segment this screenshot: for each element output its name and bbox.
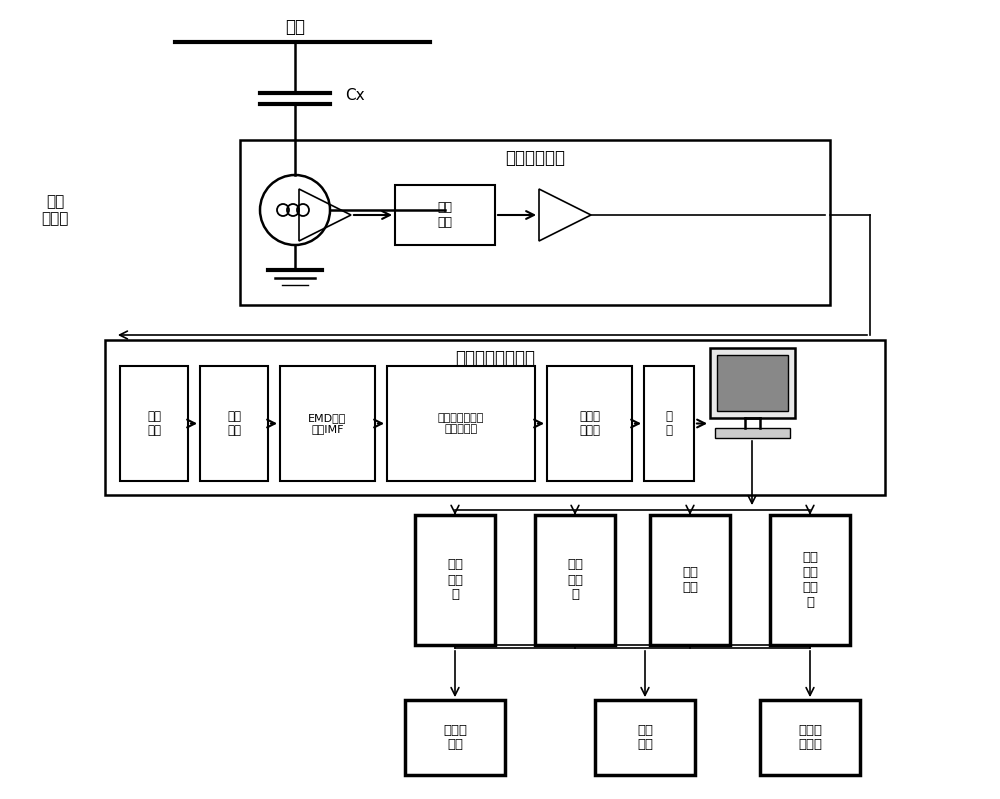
Text: 故障
诊断: 故障 诊断 [637,724,653,752]
Bar [535,515,615,645]
Bar [415,515,495,645]
Bar [715,428,790,438]
Text: 信号调理单元: 信号调理单元 [505,149,565,167]
Text: 数据采集处理单元: 数据采集处理单元 [455,349,535,367]
Text: Cx: Cx [345,89,365,104]
Text: 数据库
文件: 数据库 文件 [443,724,467,752]
Bar [405,700,505,775]
Text: 平均
放电
量: 平均 放电 量 [567,559,583,602]
Text: 放电
次数: 放电 次数 [682,566,698,594]
Bar [120,366,188,481]
Bar [395,185,495,245]
Bar [200,366,268,481]
Bar [240,140,830,305]
Bar [710,348,795,418]
Bar [760,700,860,775]
Text: 数据
采样: 数据 采样 [227,410,241,438]
Text: 重
构: 重 构 [666,410,672,438]
Text: 数学形态学交替
混合滤波器: 数学形态学交替 混合滤波器 [438,413,484,435]
Text: 放电
幅値
和相
位: 放电 幅値 和相 位 [802,551,818,609]
Text: 模数
转换: 模数 转换 [147,410,161,438]
Bar [770,515,850,645]
Text: 最大
放电
量: 最大 放电 量 [447,559,463,602]
Bar [387,366,535,481]
Bar [595,700,695,775]
Bar [280,366,375,481]
Text: 带通
滤波: 带通 滤波 [438,201,452,229]
Text: 阈値量
化处理: 阈値量 化处理 [579,410,600,438]
Bar [547,366,632,481]
Text: 数据查
询显示: 数据查 询显示 [798,724,822,752]
Bar [650,515,730,645]
Text: 母线: 母线 [285,18,305,36]
Text: 电流
互感器: 电流 互感器 [41,194,69,226]
Bar [717,355,788,411]
Text: EMD分解
筛选IMF: EMD分解 筛选IMF [308,413,347,435]
Bar [105,340,885,495]
Bar [644,366,694,481]
